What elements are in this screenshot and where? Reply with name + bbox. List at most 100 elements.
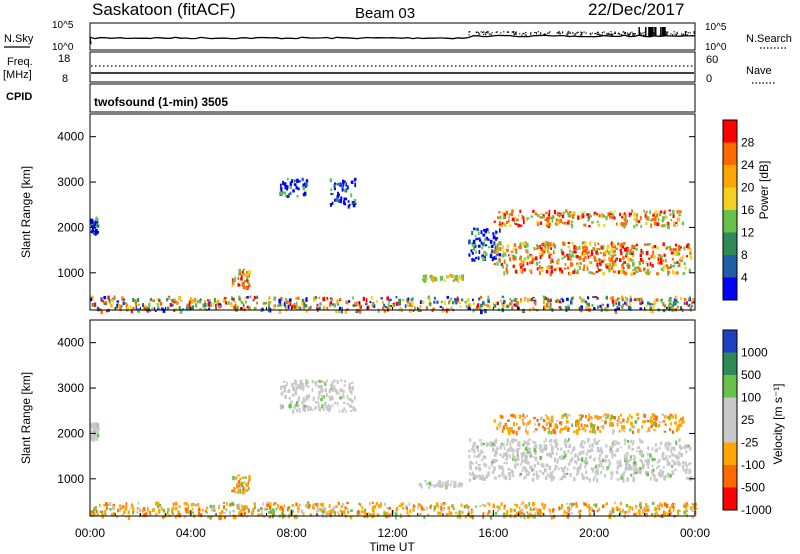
data-cell <box>246 273 249 276</box>
data-cell <box>321 404 324 409</box>
data-cell <box>532 209 535 213</box>
data-cell <box>343 197 346 201</box>
data-cell <box>513 508 516 512</box>
data-cell <box>576 455 580 458</box>
data-cell <box>600 425 603 429</box>
data-cell <box>483 242 485 247</box>
data-cell <box>302 403 305 407</box>
data-cell <box>653 513 657 518</box>
data-cell <box>672 507 675 512</box>
data-cell <box>294 379 297 384</box>
data-cell <box>526 473 529 476</box>
data-cell <box>436 502 439 507</box>
data-cell <box>514 414 517 419</box>
data-cell <box>307 408 310 412</box>
data-cell <box>92 221 95 225</box>
data-cell <box>533 456 535 459</box>
data-cell <box>598 456 600 460</box>
nsky-spike <box>652 27 654 36</box>
data-cell <box>501 429 504 433</box>
data-cell <box>383 303 386 307</box>
data-cell <box>556 447 559 451</box>
nsky-spike <box>663 27 665 36</box>
data-cell <box>317 384 321 389</box>
data-cell <box>664 423 667 426</box>
data-cell <box>96 429 99 434</box>
data-cell <box>580 215 583 220</box>
data-cell <box>498 474 501 478</box>
data-cell <box>281 514 285 519</box>
nsearch-point <box>665 33 667 35</box>
data-cell <box>517 214 520 217</box>
nsearch-point <box>625 32 627 34</box>
data-cell <box>665 446 667 450</box>
data-cell <box>591 429 595 434</box>
data-cell <box>553 476 555 480</box>
data-cell <box>636 446 639 449</box>
data-cell <box>679 446 683 450</box>
data-cell <box>489 515 493 520</box>
data-cell <box>633 471 635 475</box>
data-cell <box>533 448 537 453</box>
data-cell <box>616 478 620 481</box>
data-cell <box>623 438 627 442</box>
data-cell <box>508 219 510 223</box>
data-cell <box>608 461 612 465</box>
x-tick-label: 12:00 <box>377 526 407 540</box>
data-cell <box>420 505 423 510</box>
data-cell <box>642 267 645 272</box>
data-cell <box>483 477 486 481</box>
data-cell <box>628 251 632 255</box>
data-cell <box>309 406 313 411</box>
data-cell <box>519 263 522 267</box>
data-cell <box>351 381 354 384</box>
data-cell <box>567 462 571 466</box>
nsearch-point <box>500 32 502 34</box>
data-cell <box>301 401 304 404</box>
data-cell <box>662 301 665 305</box>
data-cell <box>520 297 522 301</box>
data-cell <box>494 249 497 254</box>
data-cell <box>659 261 661 264</box>
data-cell <box>451 274 454 278</box>
data-cell <box>654 422 658 428</box>
data-cell <box>632 439 635 445</box>
data-cell <box>467 513 470 516</box>
data-cell <box>236 483 239 486</box>
data-cell <box>409 302 412 307</box>
data-cell <box>620 305 624 308</box>
data-cell <box>331 201 334 205</box>
data-cell <box>449 274 452 278</box>
data-cell <box>474 442 476 446</box>
data-cell <box>541 215 545 219</box>
data-cell <box>545 414 548 417</box>
data-cell <box>529 465 533 470</box>
data-cell <box>615 247 619 251</box>
data-cell <box>464 514 467 519</box>
data-cell <box>693 504 695 509</box>
data-cell <box>526 430 529 435</box>
data-cell <box>522 443 525 447</box>
data-cell <box>650 425 653 429</box>
data-cell <box>93 437 95 442</box>
data-cell <box>508 302 511 306</box>
freq-label: Freq. <box>7 56 33 68</box>
data-cell <box>516 454 519 457</box>
data-cell <box>478 307 482 311</box>
data-cell <box>430 483 432 487</box>
data-cell <box>156 303 159 306</box>
data-cell <box>566 467 569 471</box>
data-cell <box>562 221 564 225</box>
data-cell <box>580 441 584 446</box>
colorbar-segment <box>723 187 737 211</box>
data-cell <box>605 265 608 269</box>
data-cell <box>618 508 621 511</box>
data-cell <box>298 408 301 411</box>
data-cell <box>495 255 497 258</box>
data-cell <box>556 419 559 422</box>
data-cell <box>234 301 237 304</box>
data-cell <box>484 455 487 459</box>
data-cell <box>333 511 336 515</box>
data-cell <box>676 425 679 428</box>
